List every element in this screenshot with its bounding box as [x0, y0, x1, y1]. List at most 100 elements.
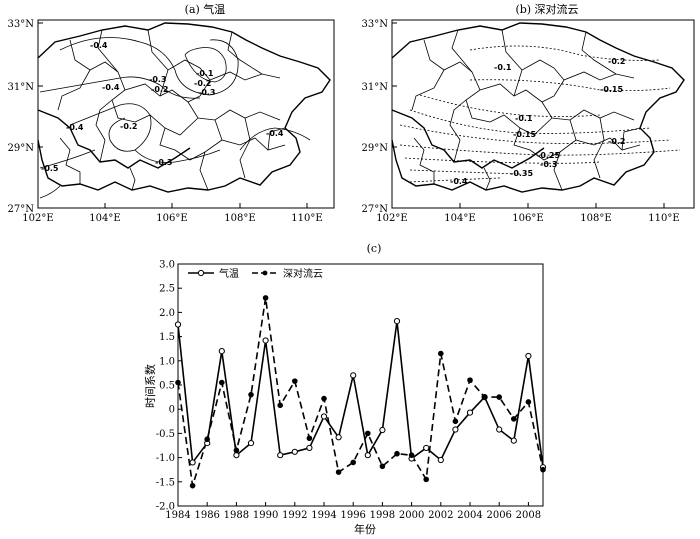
panel-b-contour-label: -0.1: [515, 114, 533, 123]
series-1-point: [510, 437, 517, 444]
panel-c-ticks: 1984 1986 1988 1990 1992 1994 1996 1998 2000 2002…: [156, 260, 541, 522]
series-2-point: [511, 416, 517, 422]
x-tick-label: 1992: [282, 510, 307, 521]
x-tick-label: 1996: [340, 510, 365, 521]
panel-b-x-tick: 106°E: [512, 213, 543, 224]
x-axis-label: 年份: [354, 522, 376, 536]
x-tick-label: 1994: [311, 510, 336, 521]
series-2-point: [335, 469, 342, 475]
series-2-point: [204, 436, 210, 443]
panel-a-x-tick: 108°E: [224, 213, 255, 224]
x-tick-label: 2006: [486, 510, 511, 521]
panel-a-contour-label: -0.3: [198, 88, 216, 97]
panel-b-contour-label: -0.15: [600, 85, 623, 94]
y-tick-label: 2.5: [159, 284, 175, 295]
series-2-point: [452, 418, 459, 425]
x-tick-label: 2000: [399, 510, 424, 521]
panel-b-contour-label: -0.2: [608, 57, 626, 66]
series-2-point: [379, 463, 386, 470]
series-2-point: [496, 394, 503, 400]
panel-c-lines: [177, 297, 544, 486]
series-2-point: [306, 435, 313, 442]
series-1-point: [320, 413, 328, 420]
y-tick-label: 3.0: [159, 260, 175, 271]
series-2-point: [481, 394, 488, 400]
series-1-point: [335, 434, 342, 441]
panel-a-title: (a) 气温: [185, 2, 226, 16]
series-1-point: [437, 456, 444, 464]
series-1-point: [174, 321, 182, 328]
x-tick-label: 1998: [370, 510, 395, 521]
legend-label: 气温: [219, 267, 239, 280]
series-2-point: [321, 395, 327, 402]
x-tick-label: 2004: [457, 510, 482, 521]
panel-a-contour-label: -0.3: [155, 158, 173, 167]
series-2-point: [438, 350, 444, 357]
panel-a-x-tick: 106°E: [156, 213, 187, 224]
panel-a-x-tick: 102°E: [22, 213, 53, 224]
panel-b-frame: [391, 19, 695, 209]
series-1-point: [262, 337, 269, 344]
series-2-point: [540, 466, 546, 473]
series-1-point: [189, 459, 196, 466]
panel-b-y-tick: 29°N: [362, 143, 389, 154]
panel-a-x-tick: 110°E: [291, 213, 322, 224]
y-tick-label: -2.0: [156, 502, 175, 513]
series-2-point: [467, 377, 473, 383]
x-tick-label: 1988: [224, 510, 249, 521]
y-tick-label: -1.5: [156, 477, 175, 488]
series-2-point: [350, 459, 357, 466]
series-1-point: [291, 448, 298, 455]
panel-b-x-tick: 110°E: [648, 213, 679, 224]
panel-a-y-tick: 31°N: [8, 82, 35, 93]
series-2-point: [292, 378, 298, 384]
panel-c-chart: 1984 1986 1988 1990 1992 1994 1996 1998 2000 2002…: [144, 260, 547, 536]
series-2-point: [277, 402, 284, 409]
legend-label: 深对流云: [283, 267, 323, 280]
panel-a-map: -0.4 -0.3 -0.2 -0.1 -0.2 -0.3 -0.4 -0.2 …: [8, 19, 335, 224]
panel-b-contour-label: -0.3: [540, 160, 558, 169]
panel-a-contour-label: -0.2: [194, 79, 212, 88]
series-2-point: [189, 482, 196, 489]
x-tick-label: 2002: [428, 510, 453, 521]
legend: 气温 深对流云: [188, 267, 323, 280]
series-2-point: [365, 430, 371, 437]
series-1-point: [525, 352, 532, 360]
panel-b-title: (b) 深对流云: [515, 2, 578, 16]
panel-a-contour-label: -0.1: [196, 69, 214, 78]
series-2-point: [408, 452, 415, 458]
y-axis-label: 时间系数: [144, 364, 157, 408]
x-tick-label: 1984: [165, 510, 190, 521]
y-tick-label: 0: [169, 405, 175, 416]
y-tick-label: 1.0: [159, 356, 175, 367]
panel-a-contour-label: -0.5: [41, 164, 59, 173]
panel-a-contour-label: -0.3: [149, 75, 167, 84]
panel-b-contour-label: -0.25: [537, 151, 560, 160]
panel-c-points: [174, 295, 547, 489]
legend-marker-open: [197, 269, 205, 277]
series-2-point: [423, 476, 430, 483]
series-1-point: [496, 426, 503, 433]
panel-a-contour-label: -0.2: [120, 122, 138, 131]
series-2-point: [219, 379, 225, 386]
y-tick-label: -1.0: [156, 453, 175, 464]
series-2-point: [525, 399, 532, 405]
series-1-point: [350, 372, 357, 379]
legend-marker-filled: [262, 270, 268, 276]
panel-b-x-tick: 104°E: [444, 213, 475, 224]
panel-a-contour-label: -0.4: [66, 123, 84, 132]
panel-b-x-tick: 102°E: [376, 213, 407, 224]
panel-b-contour-label: -0.1: [494, 63, 512, 72]
panel-a-frame: [37, 19, 335, 209]
panel-a-contour-label: -0.4: [90, 41, 108, 50]
panel-b-contour-label: -0.4: [450, 177, 468, 186]
x-tick-label: 2008: [516, 510, 541, 521]
panel-b-contour-label: -0.15: [513, 130, 536, 139]
y-tick-label: -0.5: [156, 429, 175, 440]
y-tick-label: 1.5: [159, 332, 175, 343]
panel-b-contour-label: -0.2: [608, 137, 626, 146]
series-1-point: [423, 444, 430, 452]
panel-a-contour-label: -0.4: [102, 83, 120, 92]
panel-a-y-tick: 33°N: [8, 19, 35, 30]
